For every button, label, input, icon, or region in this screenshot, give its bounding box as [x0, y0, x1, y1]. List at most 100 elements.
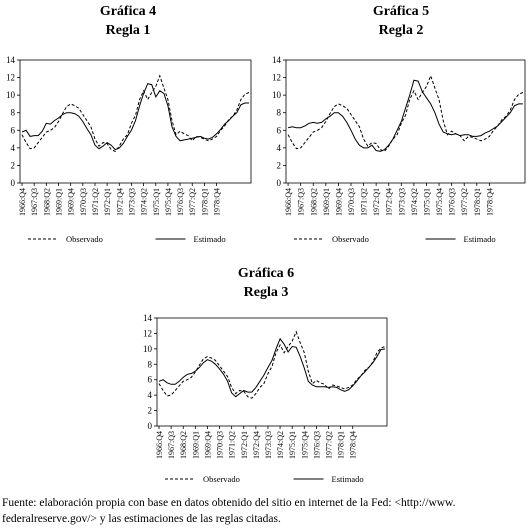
x-tick-label: 1974:Q2 [410, 188, 419, 216]
legend-label-estimado: Estimado [194, 234, 226, 244]
source-note: Fuente: elaboración propia con base en d… [2, 495, 530, 527]
x-tick-label: 1966:Q4 [284, 188, 293, 216]
x-tick-label: 1973:Q3 [264, 431, 273, 459]
x-tick-label: 1967:Q3 [30, 188, 39, 216]
x-tick-label: 1968:Q2 [309, 188, 318, 216]
y-tick-label: 12 [272, 73, 281, 83]
chart-4-subtitle: Regla 1 [105, 23, 151, 38]
y-tick-label: 2 [148, 406, 153, 416]
plot-frame [285, 59, 526, 184]
x-tick-label: 1970:Q3 [347, 188, 356, 216]
legend-label-estimado: Estimado [464, 234, 496, 244]
x-tick-label: 1969:Q1 [55, 188, 64, 216]
legend-label-observado: Observado [332, 234, 369, 244]
y-tick-label: 0 [148, 421, 153, 431]
chart-4-title: Gráfica 4 [99, 4, 157, 19]
y-tick-label: 12 [6, 73, 15, 83]
x-tick-label: 1974:Q2 [140, 188, 149, 216]
x-tick-label: 1971:Q2 [360, 188, 369, 216]
y-tick-label: 6 [148, 375, 153, 385]
x-tick-label: 1972:Q4 [115, 188, 124, 216]
chart-5-title: Gráfica 5 [372, 4, 430, 19]
x-tick-label: 1969:Q1 [191, 431, 200, 459]
y-tick-label: 14 [6, 55, 16, 65]
plot-frame [19, 59, 252, 184]
x-tick-label: 1977:Q2 [324, 431, 333, 459]
x-tick-label: 1978:Q1 [337, 431, 346, 459]
y-tick-label: 8 [277, 108, 282, 118]
x-tick-label: 1972:Q4 [385, 188, 394, 216]
x-tick-label: 1972:Q4 [252, 431, 261, 459]
y-tick-label: 10 [143, 344, 153, 354]
x-tick-label: 1971:Q2 [228, 431, 237, 459]
y-tick-label: 4 [277, 143, 282, 153]
x-tick-label: 1975:Q1 [422, 188, 431, 216]
x-tick-label: 1966:Q4 [155, 431, 164, 459]
x-tick-label: 1978:Q4 [349, 431, 358, 459]
series-line-estimado [287, 79, 523, 152]
x-tick-label: 1974:Q2 [276, 431, 285, 459]
y-tick-label: 8 [11, 108, 16, 118]
x-tick-label: 1975:Q1 [152, 188, 161, 216]
y-tick-label: 4 [11, 143, 16, 153]
y-tick-label: 0 [277, 178, 282, 188]
chart-5-subtitle: Regla 2 [378, 23, 424, 38]
legend-label-estimado: Estimado [332, 474, 364, 484]
y-tick-label: 6 [277, 125, 282, 135]
x-tick-label: 1972:Q1 [240, 431, 249, 459]
x-tick-label: 1973:Q3 [397, 188, 406, 216]
y-tick-label: 10 [6, 90, 16, 100]
x-tick-label: 1977:Q2 [188, 188, 197, 216]
y-tick-label: 4 [148, 390, 153, 400]
x-tick-label: 1972:Q1 [103, 188, 112, 216]
x-tick-label: 1969:Q4 [334, 188, 343, 216]
x-tick-label: 1968:Q2 [42, 188, 51, 216]
legend-label-observado: Observado [66, 234, 103, 244]
x-tick-label: 1976:Q3 [176, 188, 185, 216]
x-tick-label: 1976:Q3 [448, 188, 457, 216]
chart-6-title: Gráfica 6 [237, 266, 295, 281]
x-tick-label: 1967:Q3 [167, 431, 176, 459]
x-tick-label: 1973:Q3 [127, 188, 136, 216]
y-tick-label: 6 [11, 125, 16, 135]
x-tick-label: 1969:Q1 [322, 188, 331, 216]
plot-frame [156, 317, 388, 427]
x-tick-label: 1970:Q3 [216, 431, 225, 459]
y-tick-label: 12 [143, 328, 152, 338]
source-note-line1: Fuente: elaboración propia con base en d… [2, 497, 456, 509]
y-tick-label: 10 [272, 90, 282, 100]
y-tick-label: 2 [277, 160, 282, 170]
x-tick-label: 1975:Q1 [288, 431, 297, 459]
chart-6-subtitle: Regla 3 [243, 285, 289, 300]
x-tick-label: 1970:Q3 [79, 188, 88, 216]
x-tick-label: 1966:Q4 [18, 188, 27, 216]
x-tick-label: 1976:Q3 [312, 431, 321, 459]
x-tick-label: 1969:Q4 [203, 431, 212, 459]
x-tick-label: 1972:Q1 [372, 188, 381, 216]
x-tick-label: 1975:Q4 [435, 188, 444, 216]
x-tick-label: 1975:Q4 [164, 188, 173, 216]
y-tick-label: 14 [143, 313, 153, 323]
x-tick-label: 1978:Q4 [485, 188, 494, 216]
series-line-estimado [21, 83, 249, 151]
series-line-estimado [158, 337, 386, 398]
x-tick-label: 1978:Q1 [473, 188, 482, 216]
legend-label-observado: Observado [203, 474, 240, 484]
series-line-observado [21, 74, 250, 153]
source-note-line2: federalreserve.gov/> y las estimaciones … [2, 513, 281, 525]
x-tick-label: 1978:Q4 [213, 188, 222, 216]
y-tick-label: 2 [11, 160, 16, 170]
x-tick-label: 1975:Q4 [300, 431, 309, 459]
x-tick-label: 1971:Q2 [91, 188, 100, 216]
y-tick-label: 14 [272, 55, 282, 65]
series-line-observado [158, 330, 386, 399]
y-tick-label: 8 [148, 359, 153, 369]
x-tick-label: 1969:Q4 [67, 188, 76, 216]
x-tick-label: 1967:Q3 [297, 188, 306, 216]
y-tick-label: 0 [11, 178, 16, 188]
x-tick-label: 1968:Q2 [179, 431, 188, 459]
x-tick-label: 1978:Q1 [200, 188, 209, 216]
